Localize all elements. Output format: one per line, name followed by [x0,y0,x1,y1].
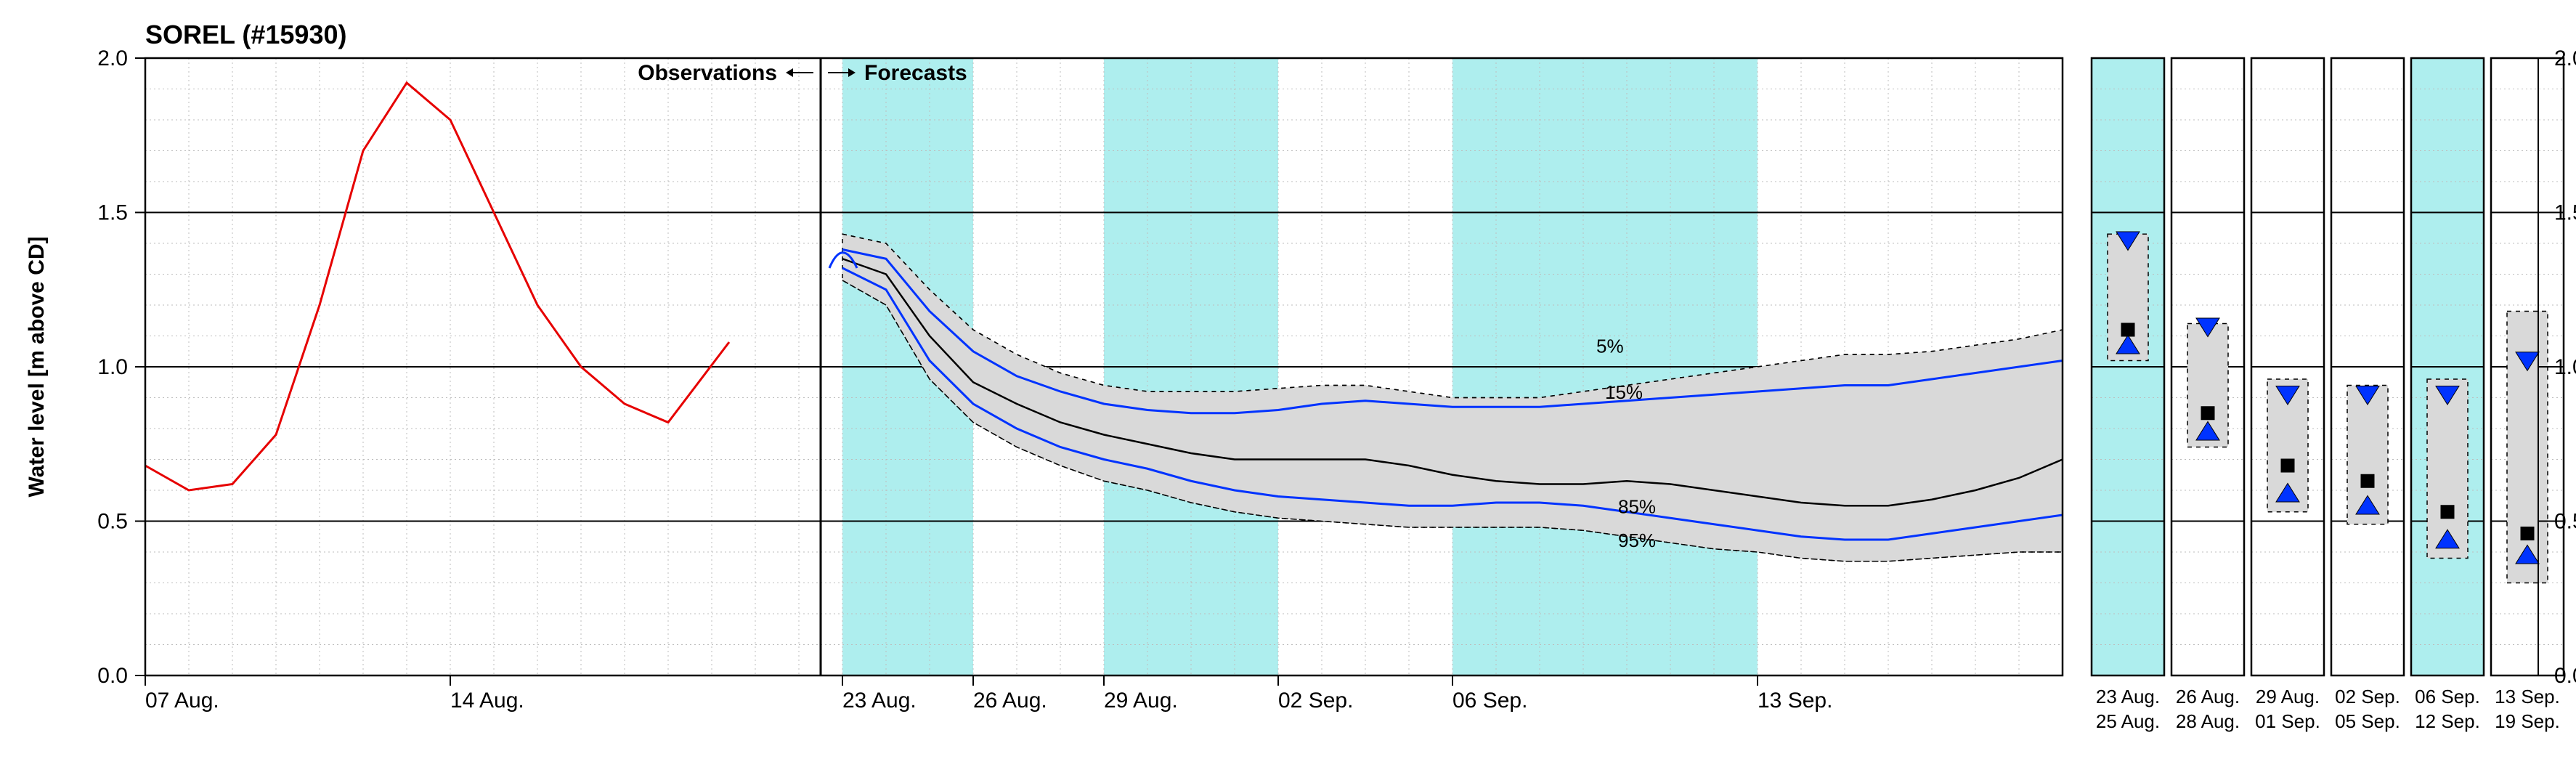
svg-text:0.5: 0.5 [97,510,128,534]
summary-panel: 23 Aug. 25 Aug. [2092,58,2164,732]
svg-text:01 Sep.: 01 Sep. [2255,710,2320,732]
svg-text:23 Aug.: 23 Aug. [842,689,917,713]
svg-text:5%: 5% [1596,335,1624,357]
svg-text:06 Sep.: 06 Sep. [1452,689,1527,713]
svg-text:05 Sep.: 05 Sep. [2335,710,2400,732]
svg-text:02 Sep.: 02 Sep. [2335,686,2400,707]
svg-text:06 Sep.: 06 Sep. [2415,686,2480,707]
svg-text:25 Aug.: 25 Aug. [2096,710,2160,732]
median-marker [2121,323,2134,336]
svg-text:14 Aug.: 14 Aug. [450,689,524,713]
svg-text:29 Aug.: 29 Aug. [1104,689,1178,713]
median-marker [2521,527,2534,540]
svg-text:26 Aug.: 26 Aug. [2176,686,2240,707]
svg-text:95%: 95% [1618,529,1656,551]
summary-panel: 06 Sep. 12 Sep. [2411,58,2484,732]
chart-title: SOREL (#15930) [145,20,346,49]
svg-text:12 Sep.: 12 Sep. [2415,710,2480,732]
svg-text:15%: 15% [1605,381,1643,403]
svg-text:19 Sep.: 19 Sep. [2495,710,2560,732]
svg-text:13 Sep.: 13 Sep. [1758,689,1832,713]
svg-text:1.5: 1.5 [97,201,128,225]
svg-text:26 Aug.: 26 Aug. [973,689,1047,713]
svg-text:85%: 85% [1618,495,1656,517]
svg-text:29 Aug.: 29 Aug. [2256,686,2320,707]
svg-text:2.0: 2.0 [2554,46,2576,70]
svg-text:02 Sep.: 02 Sep. [1278,689,1353,713]
median-marker [2281,459,2294,472]
svg-text:07 Aug.: 07 Aug. [145,689,219,713]
svg-text:1.0: 1.0 [97,355,128,379]
svg-text:1.5: 1.5 [2554,201,2576,225]
forecasts-label: Forecasts [864,61,967,85]
observations-label: Observations [638,61,777,85]
y-axis-label: Water level [m above CD] [25,237,49,498]
svg-text:0.0: 0.0 [97,664,128,688]
median-marker [2441,506,2454,519]
median-marker [2361,474,2374,487]
svg-text:28 Aug.: 28 Aug. [2176,710,2240,732]
svg-text:0.0: 0.0 [2554,664,2576,688]
svg-text:0.5: 0.5 [2554,510,2576,534]
svg-text:2.0: 2.0 [97,46,128,70]
median-marker [2201,407,2214,420]
svg-text:23 Aug.: 23 Aug. [2096,686,2160,707]
svg-text:1.0: 1.0 [2554,355,2576,379]
svg-text:13 Sep.: 13 Sep. [2495,686,2560,707]
